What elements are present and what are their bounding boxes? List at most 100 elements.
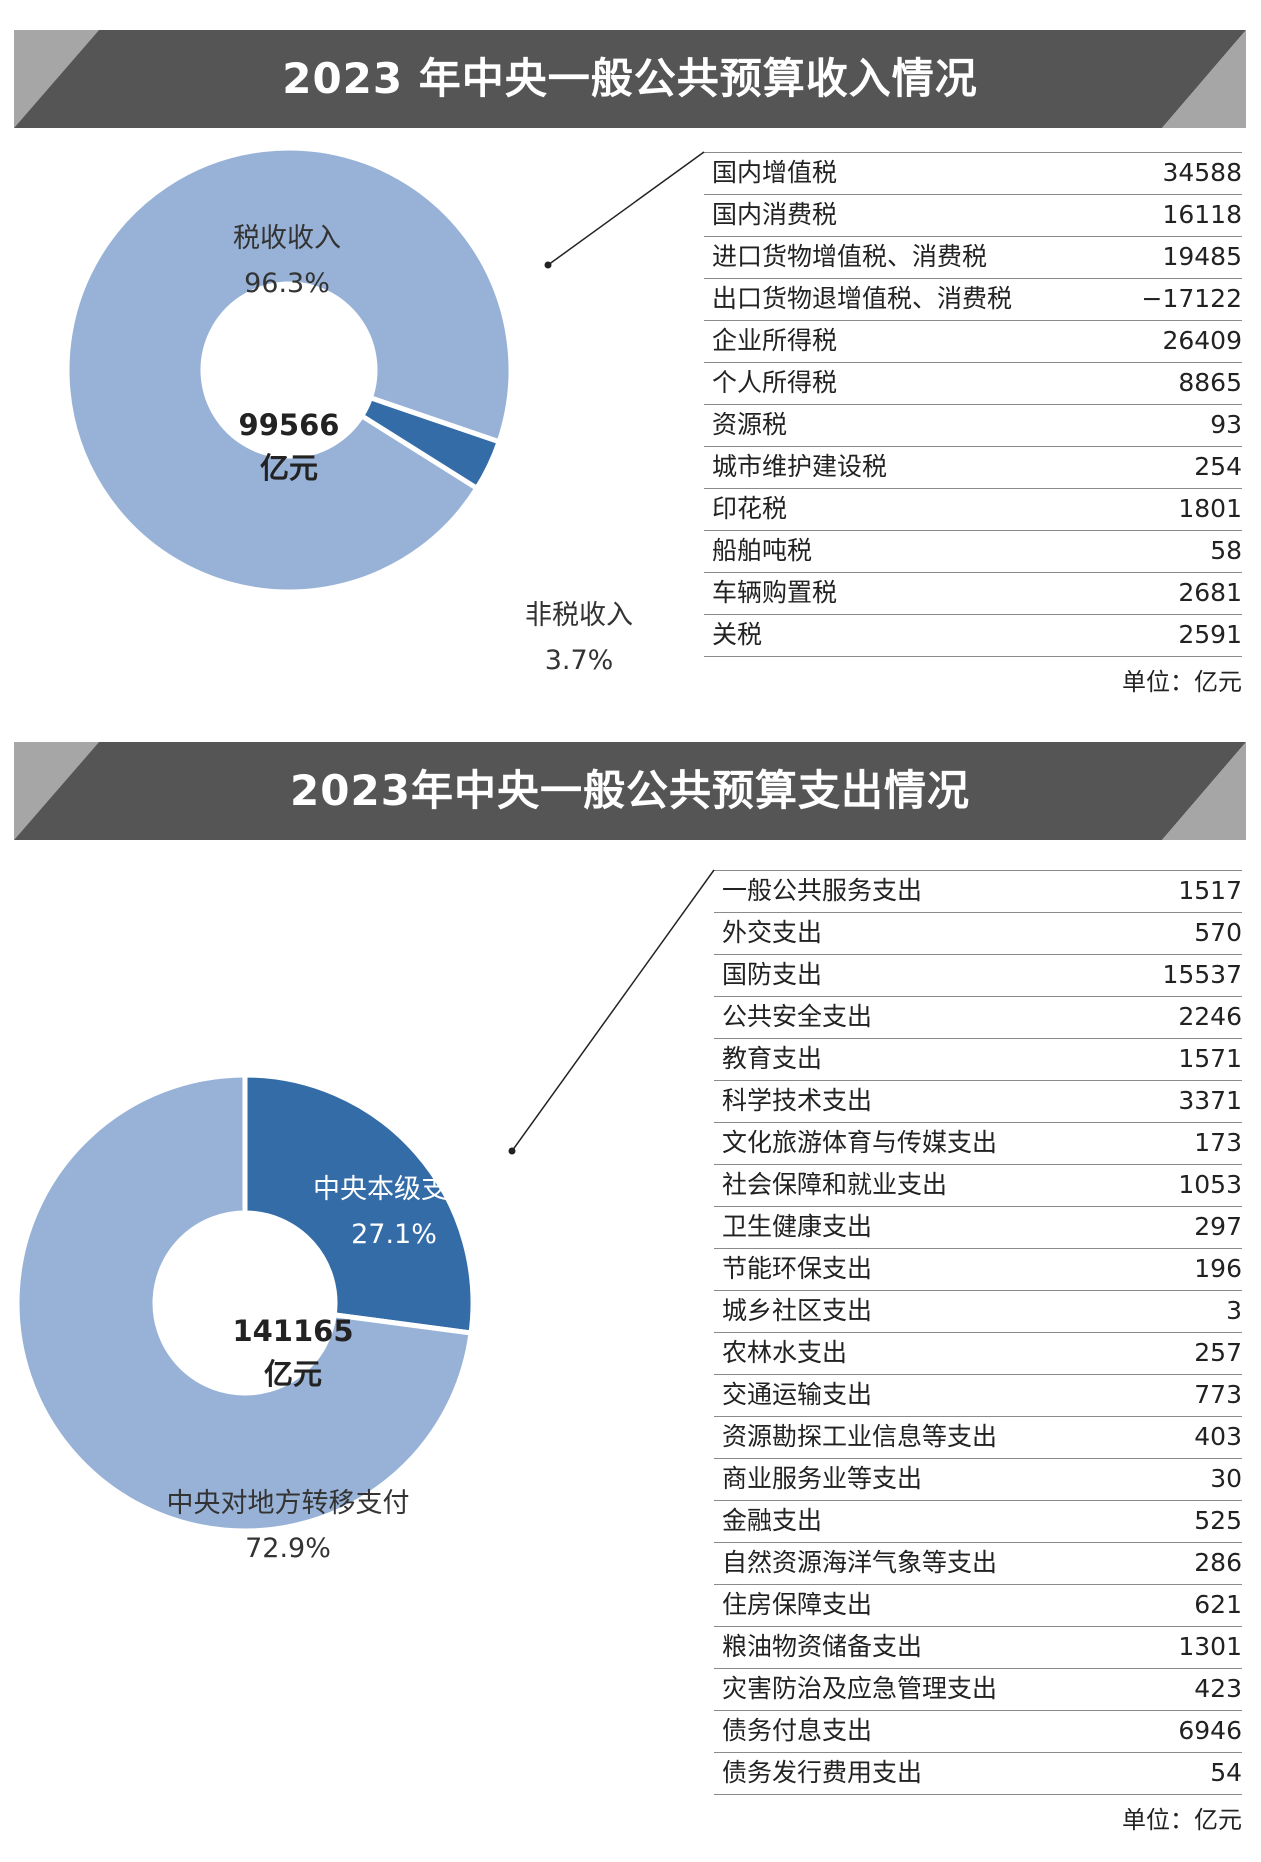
table-row: 进口货物增值税、消费税 19485 bbox=[704, 236, 1242, 279]
row-value: 773 bbox=[1194, 1380, 1242, 1409]
table-row: 车辆购置税 2681 bbox=[704, 572, 1242, 615]
table-row: 公共安全支出 2246 bbox=[714, 996, 1242, 1039]
row-label: 节能环保支出 bbox=[722, 1254, 873, 1283]
row-value: 3371 bbox=[1178, 1086, 1242, 1115]
table-top-rule bbox=[714, 870, 1242, 871]
row-label: 一般公共服务支出 bbox=[722, 876, 923, 905]
banner-shape bbox=[14, 30, 1246, 128]
row-label: 教育支出 bbox=[722, 1044, 823, 1073]
revenue-leader-line bbox=[547, 151, 705, 266]
table-row: 城乡社区支出 3 bbox=[714, 1290, 1242, 1333]
row-value: 525 bbox=[1194, 1506, 1242, 1535]
expenditure-banner: 2023年中央一般公共预算支出情况 bbox=[14, 742, 1246, 840]
row-value: 254 bbox=[1194, 452, 1242, 481]
table-row: 文化旅游体育与传媒支出 173 bbox=[714, 1122, 1242, 1165]
row-value: 1053 bbox=[1178, 1170, 1242, 1199]
row-label: 国内消费税 bbox=[712, 200, 838, 229]
revenue-center-value: 99566 bbox=[239, 408, 340, 442]
row-label: 债务发行费用支出 bbox=[722, 1758, 923, 1787]
table-row: 一般公共服务支出 1517 bbox=[714, 870, 1242, 913]
table-row: 粮油物资储备支出 1301 bbox=[714, 1626, 1242, 1669]
slice-label-transfer: 中央对地方转移支付 bbox=[167, 1488, 410, 1519]
expenditure-center-unit: 亿元 bbox=[264, 1357, 322, 1391]
revenue-center-unit: 亿元 bbox=[260, 451, 318, 485]
row-value: 19485 bbox=[1162, 242, 1242, 271]
row-value: 570 bbox=[1194, 918, 1242, 947]
slice-nontax-revenue bbox=[358, 394, 503, 492]
row-value: 403 bbox=[1194, 1422, 1242, 1451]
slice-tax-revenue bbox=[64, 145, 514, 595]
table-row: 债务付息支出 6946 bbox=[714, 1710, 1242, 1753]
row-label: 公共安全支出 bbox=[722, 1002, 873, 1031]
revenue-title: 2023 年中央一般公共预算收入情况 bbox=[282, 54, 978, 103]
table-row: 农林水支出 257 bbox=[714, 1332, 1242, 1375]
table-row: 卫生健康支出 297 bbox=[714, 1206, 1242, 1249]
table-row: 国防支出 15537 bbox=[714, 954, 1242, 997]
table-row: 外交支出 570 bbox=[714, 912, 1242, 955]
expenditure-title: 2023年中央一般公共预算支出情况 bbox=[290, 766, 970, 815]
row-value: 286 bbox=[1194, 1548, 1242, 1577]
row-label: 出口货物退增值税、消费税 bbox=[712, 284, 1013, 313]
row-label: 住房保障支出 bbox=[722, 1590, 873, 1619]
slice-central-expenditure bbox=[242, 1072, 476, 1336]
slice-label-tax: 税收收入 bbox=[233, 223, 341, 254]
table-row: 灾害防治及应急管理支出 423 bbox=[714, 1668, 1242, 1711]
row-value: 1801 bbox=[1178, 494, 1242, 523]
table-row: 城市维护建设税 254 bbox=[704, 446, 1242, 489]
table-row: 交通运输支出 773 bbox=[714, 1374, 1242, 1417]
row-label: 资源税 bbox=[712, 410, 788, 439]
slice-label-nontax: 非税收入 bbox=[525, 600, 633, 631]
table-top-rule bbox=[704, 152, 1242, 153]
row-value: 34588 bbox=[1162, 158, 1242, 187]
row-value: 2681 bbox=[1178, 578, 1242, 607]
row-value: 2591 bbox=[1178, 620, 1242, 649]
row-value: −17122 bbox=[1141, 284, 1242, 313]
row-value: 1517 bbox=[1178, 876, 1242, 905]
row-label: 资源勘探工业信息等支出 bbox=[722, 1422, 998, 1451]
table-row: 自然资源海洋气象等支出 286 bbox=[714, 1542, 1242, 1585]
slice-value-nontax: 3.7% bbox=[545, 645, 614, 676]
table-row: 出口货物退增值税、消费税 −17122 bbox=[704, 278, 1242, 321]
table-row: 社会保障和就业支出 1053 bbox=[714, 1164, 1242, 1207]
slice-label-central: 中央本级支出 bbox=[313, 1174, 475, 1205]
table-row: 船舶吨税 58 bbox=[704, 530, 1242, 573]
row-label: 城乡社区支出 bbox=[722, 1296, 873, 1325]
table-row: 科学技术支出 3371 bbox=[714, 1080, 1242, 1123]
table-row: 资源勘探工业信息等支出 403 bbox=[714, 1416, 1242, 1459]
row-value: 1301 bbox=[1178, 1632, 1242, 1661]
unit-note: 单位：亿元 bbox=[1122, 668, 1242, 696]
row-value: 15537 bbox=[1162, 960, 1242, 989]
row-label: 关税 bbox=[712, 620, 763, 649]
row-value: 93 bbox=[1210, 410, 1242, 439]
row-value: 2246 bbox=[1178, 1002, 1242, 1031]
row-value: 6946 bbox=[1178, 1716, 1242, 1745]
banner-shape bbox=[14, 742, 1246, 840]
row-label: 城市维护建设税 bbox=[712, 452, 888, 481]
row-label: 国防支出 bbox=[722, 960, 823, 989]
row-label: 个人所得税 bbox=[712, 368, 838, 397]
row-value: 423 bbox=[1194, 1674, 1242, 1703]
revenue-table: 国内增值税 34588 国内消费税 16118 进口货物增值税、消费税 19485 出口货物… bbox=[704, 152, 1242, 696]
table-row: 印花税 1801 bbox=[704, 488, 1242, 531]
row-label: 国内增值税 bbox=[712, 158, 838, 187]
row-value: 1571 bbox=[1178, 1044, 1242, 1073]
row-label: 卫生健康支出 bbox=[722, 1212, 873, 1241]
table-row: 关税 2591 bbox=[704, 614, 1242, 657]
table-row: 债务发行费用支出 54 bbox=[714, 1752, 1242, 1795]
row-value: 257 bbox=[1194, 1338, 1242, 1367]
row-label: 灾害防治及应急管理支出 bbox=[722, 1674, 998, 1703]
row-label: 船舶吨税 bbox=[712, 536, 813, 565]
row-value: 297 bbox=[1194, 1212, 1242, 1241]
row-value: 173 bbox=[1194, 1128, 1242, 1157]
table-row: 教育支出 1571 bbox=[714, 1038, 1242, 1081]
unit-note: 单位：亿元 bbox=[1122, 1806, 1242, 1834]
slice-value-central: 27.1% bbox=[351, 1219, 437, 1250]
table-row: 节能环保支出 196 bbox=[714, 1248, 1242, 1291]
row-label: 交通运输支出 bbox=[722, 1380, 873, 1409]
row-value: 26409 bbox=[1162, 326, 1242, 355]
slice-value-transfer: 72.9% bbox=[245, 1533, 331, 1564]
row-label: 外交支出 bbox=[722, 918, 823, 947]
row-label: 自然资源海洋气象等支出 bbox=[722, 1548, 998, 1577]
row-value: 8865 bbox=[1178, 368, 1242, 397]
table-row: 企业所得税 26409 bbox=[704, 320, 1242, 363]
